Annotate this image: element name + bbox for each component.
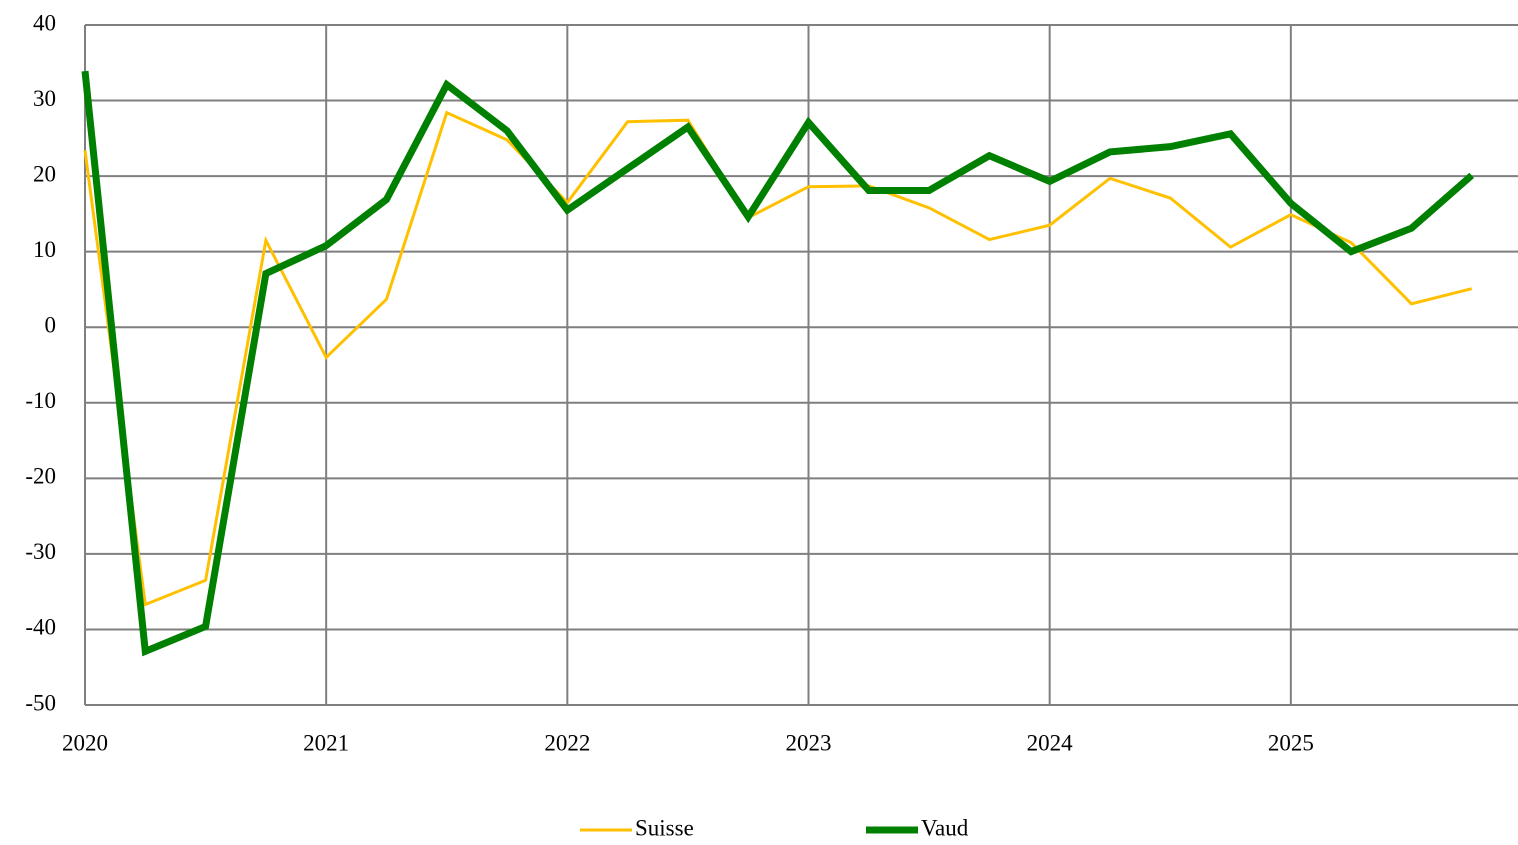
y-tick-label: 10 [33,237,56,262]
y-tick-label: -40 [25,615,56,640]
series-line [81,70,1475,657]
y-tick-label: 0 [45,313,57,338]
x-tick-label: 2021 [303,730,349,755]
x-tick-label: 2020 [62,730,108,755]
y-tick-label: 30 [33,86,56,111]
y-tick-label: 40 [33,10,56,35]
x-tick-label: 2022 [544,730,590,755]
x-tick-label: 2023 [786,730,832,755]
x-tick-label: 2025 [1268,730,1314,755]
legend-label: Suisse [635,815,694,840]
x-tick-label: 2024 [1027,730,1074,755]
series-line [83,110,1473,607]
y-tick-label: -10 [25,388,56,413]
y-tick-label: -20 [25,464,56,489]
y-tick-label: -50 [25,690,56,715]
legend-label: Vaud [921,815,969,840]
y-tick-label: 20 [33,161,56,186]
y-tick-label: -30 [25,539,56,564]
